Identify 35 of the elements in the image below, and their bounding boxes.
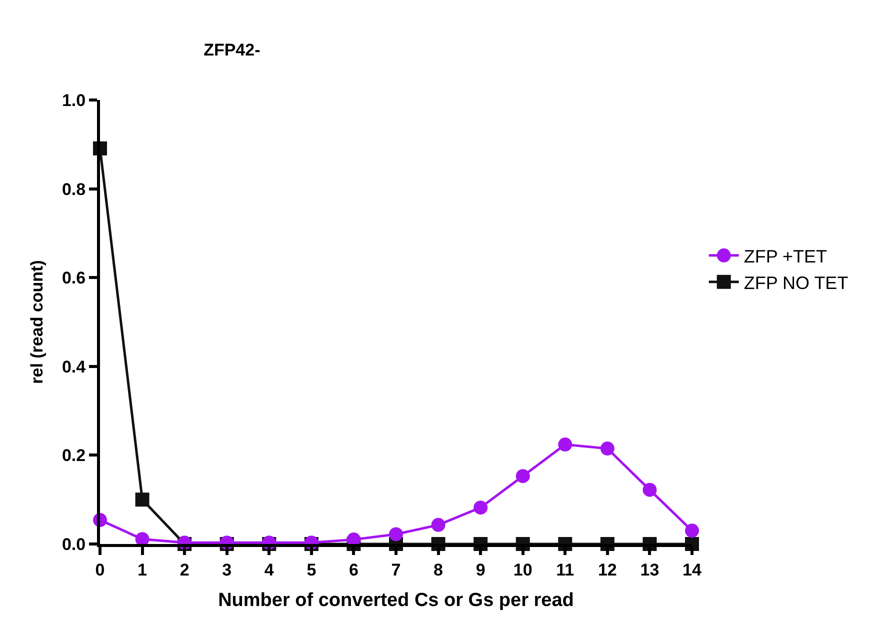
legend-label: ZFP +TET	[744, 246, 828, 266]
point	[516, 469, 530, 484]
y-tick-label: 1.0	[62, 90, 86, 110]
x-tick-label: 6	[348, 560, 358, 580]
x-tick-label: 8	[434, 560, 444, 580]
x-tick-label: 11	[556, 560, 574, 580]
point	[642, 482, 657, 497]
x-tick-label: 10	[513, 560, 532, 580]
point	[558, 438, 572, 452]
x-tick-label: 1	[138, 560, 148, 580]
x-tick-label: 5	[306, 560, 316, 580]
point	[600, 442, 614, 456]
point	[474, 500, 488, 515]
y-tick-label: 0.6	[62, 268, 86, 288]
x-tick-label: 14	[682, 560, 702, 580]
legend-label: ZFP NO TET	[744, 272, 848, 293]
point	[389, 527, 403, 542]
x-tick-label: 0	[95, 560, 105, 580]
y-axis-title: rel (read count)	[28, 260, 47, 384]
x-tick-label: 2	[180, 560, 190, 580]
x-tick-label: 3	[222, 560, 232, 580]
y-tick-label: 0.2	[62, 446, 86, 466]
chart-title: ZFP42-	[204, 40, 260, 60]
y-tick-label: 0.0	[62, 534, 86, 554]
point	[135, 492, 150, 507]
x-tick-label: 4	[264, 560, 274, 580]
x-tick-label: 7	[391, 560, 401, 580]
x-tick-label: 13	[640, 560, 660, 580]
point	[685, 524, 699, 538]
y-tick-label: 0.8	[62, 180, 86, 199]
point	[431, 518, 446, 532]
y-tick-label: 0.4	[62, 357, 86, 376]
x-axis-title: Number of converted Cs or Gs per read	[218, 590, 574, 612]
x-tick-label: 12	[598, 560, 617, 580]
x-tick-label: 9	[476, 560, 486, 580]
